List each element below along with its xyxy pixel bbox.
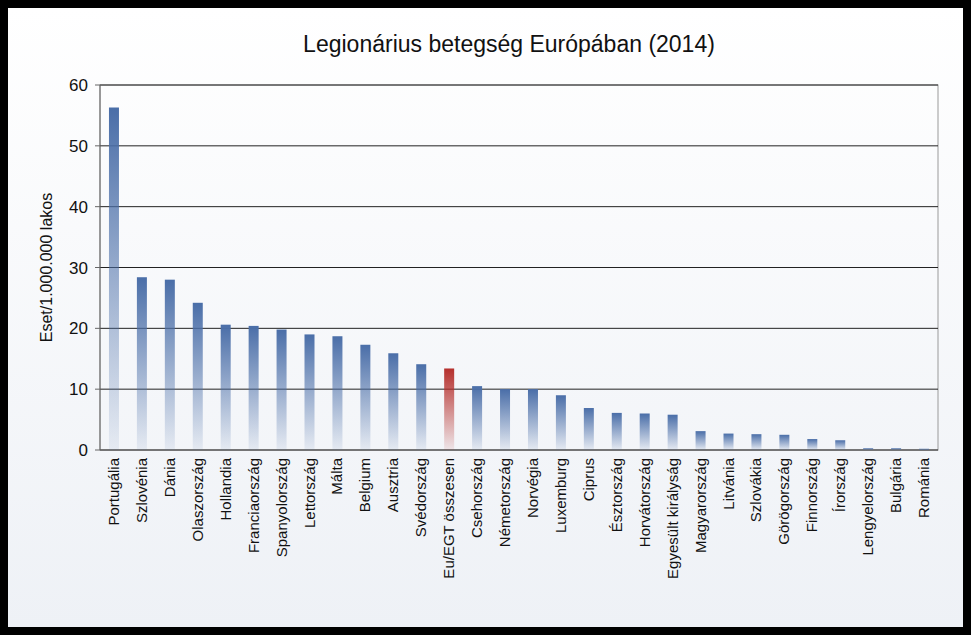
plot-frame — [100, 85, 938, 450]
x-tick-label: Bulgária — [887, 457, 904, 513]
x-tick-label: Litvánia — [720, 457, 737, 509]
bar — [556, 395, 566, 450]
bar — [751, 434, 761, 450]
x-tick-label: Lettország — [301, 458, 318, 528]
bar — [109, 108, 119, 450]
x-tick-label: Görögország — [775, 458, 792, 545]
y-tick-label: 40 — [69, 198, 88, 217]
bar — [165, 280, 175, 450]
x-tick-label: Románia — [915, 457, 932, 518]
background — [8, 8, 963, 627]
x-tick-label: Hollandia — [217, 457, 234, 520]
bar — [249, 326, 259, 450]
title: Legionárius betegség Európában (2014) — [303, 31, 715, 57]
y-tick-label: 60 — [69, 76, 88, 95]
x-tick-label: Írország — [831, 458, 848, 512]
tick-mark — [95, 85, 100, 86]
x-tick-label: Ciprus — [580, 458, 597, 501]
grid-line — [100, 206, 938, 207]
x-tick-label: Eu/EGT összesen — [440, 458, 457, 579]
bar — [835, 440, 845, 450]
y-tick-label: 20 — [69, 319, 88, 338]
bar — [193, 303, 203, 450]
bar — [863, 448, 873, 450]
bar — [696, 431, 706, 450]
x-tick-label: Spanyolország — [273, 458, 290, 557]
x-tick-label: Csehország — [468, 458, 485, 538]
x-tick-label: Svédország — [412, 458, 429, 537]
bars — [109, 108, 929, 450]
y-tick-label: 0 — [79, 441, 88, 460]
x-tick-label: Ausztria — [384, 457, 401, 512]
bar — [360, 345, 370, 450]
outer-frame — [0, 0, 971, 635]
bar — [779, 435, 789, 450]
bar — [500, 389, 510, 450]
grid-line — [100, 145, 938, 146]
tick-mark — [95, 206, 100, 207]
grid-line — [100, 85, 938, 86]
bar — [305, 334, 315, 450]
x-tick-label: Észtország — [608, 458, 625, 532]
x-tick-label: Horvátország — [636, 458, 653, 547]
x-tick-label: Magyarország — [692, 458, 709, 553]
y-axis-line — [100, 85, 101, 450]
bar — [528, 389, 538, 450]
x-tick-label: Dánia — [161, 457, 178, 497]
bar — [724, 434, 734, 450]
bar — [891, 448, 901, 450]
tick-mark — [95, 389, 100, 390]
y-axis-label: Eset/1.000.000 lakos — [38, 193, 55, 342]
bar — [332, 336, 342, 450]
x-tick-label: Olaszország — [189, 458, 206, 541]
tick-mark — [95, 267, 100, 268]
x-tick-label: Portugália — [105, 457, 122, 525]
bar — [388, 353, 398, 450]
x-tick-label: Lengyelország — [859, 458, 876, 556]
bar — [919, 449, 929, 450]
x-tick-label: Málta — [328, 457, 345, 494]
y-tick-label: 30 — [69, 259, 88, 278]
bar — [612, 413, 622, 450]
bar — [472, 386, 482, 450]
bar — [444, 368, 454, 450]
y-tick-label: 50 — [69, 137, 88, 156]
y-tick-label: 10 — [69, 380, 88, 399]
x-tick-label: Norvégia — [524, 457, 541, 518]
bar — [807, 439, 817, 450]
tick-mark — [95, 145, 100, 146]
bar — [640, 414, 650, 451]
x-tick-label: Luxemburg — [552, 458, 569, 533]
bar — [584, 408, 594, 450]
x-tick-label: Németország — [496, 458, 513, 547]
bar — [416, 364, 426, 450]
x-tick-label: Franciaország — [245, 458, 262, 553]
x-tick-label: Egyesült királyság — [664, 458, 681, 579]
bar — [137, 277, 147, 450]
grid-line — [100, 267, 938, 268]
x-tick-label: Szlovénia — [133, 457, 150, 523]
tick-mark — [95, 450, 100, 451]
tick-mark — [95, 328, 100, 329]
x-tick-label: Belgium — [356, 458, 373, 512]
bar — [668, 415, 678, 450]
bar — [221, 325, 231, 450]
bar — [277, 330, 287, 450]
chart: Legionárius betegség Európában (2014) Ese… — [0, 0, 971, 635]
x-tick-label: Szlovákia — [747, 457, 764, 522]
x-tick-label: Finnország — [803, 458, 820, 532]
